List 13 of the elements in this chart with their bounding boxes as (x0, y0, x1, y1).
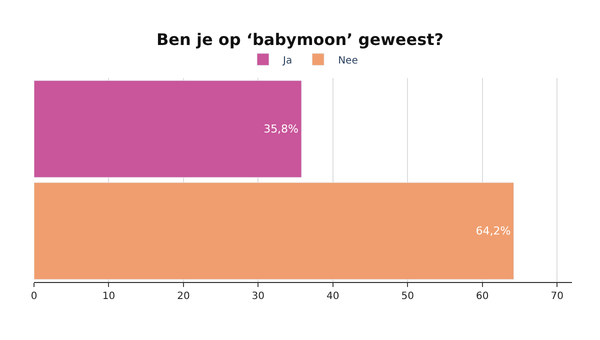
x-tick-label: 30 (252, 291, 265, 302)
x-tick-label: 20 (177, 291, 190, 302)
x-tick-label: 0 (30, 291, 38, 302)
x-tick-label: 10 (102, 291, 116, 302)
legend-label: Ja (282, 55, 292, 66)
x-tick-label: 60 (476, 291, 489, 302)
legend-label: Nee (338, 55, 358, 66)
x-tick-label: 40 (326, 291, 340, 302)
x-tick-label: 50 (401, 291, 414, 302)
data-label: 64,2% (476, 224, 511, 238)
x-tick-label: 70 (550, 291, 564, 302)
chart-title: Ben je op ‘babymoon’ geweest? (156, 30, 444, 50)
data-label: 35,8% (264, 122, 299, 136)
